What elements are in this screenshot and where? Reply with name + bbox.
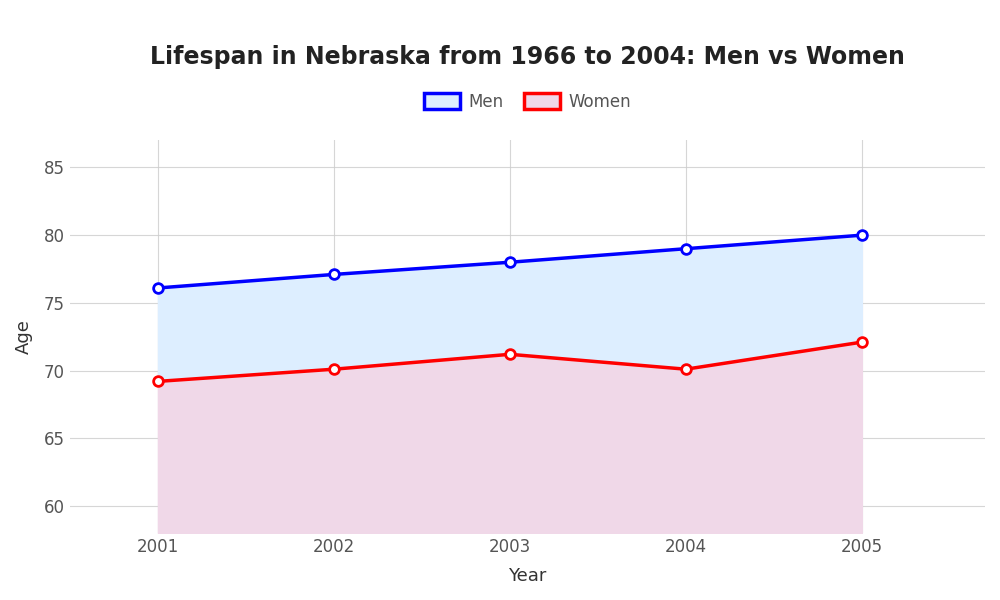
Legend: Men, Women: Men, Women <box>417 86 638 117</box>
X-axis label: Year: Year <box>508 567 547 585</box>
Title: Lifespan in Nebraska from 1966 to 2004: Men vs Women: Lifespan in Nebraska from 1966 to 2004: … <box>150 45 905 69</box>
Y-axis label: Age: Age <box>15 319 33 354</box>
